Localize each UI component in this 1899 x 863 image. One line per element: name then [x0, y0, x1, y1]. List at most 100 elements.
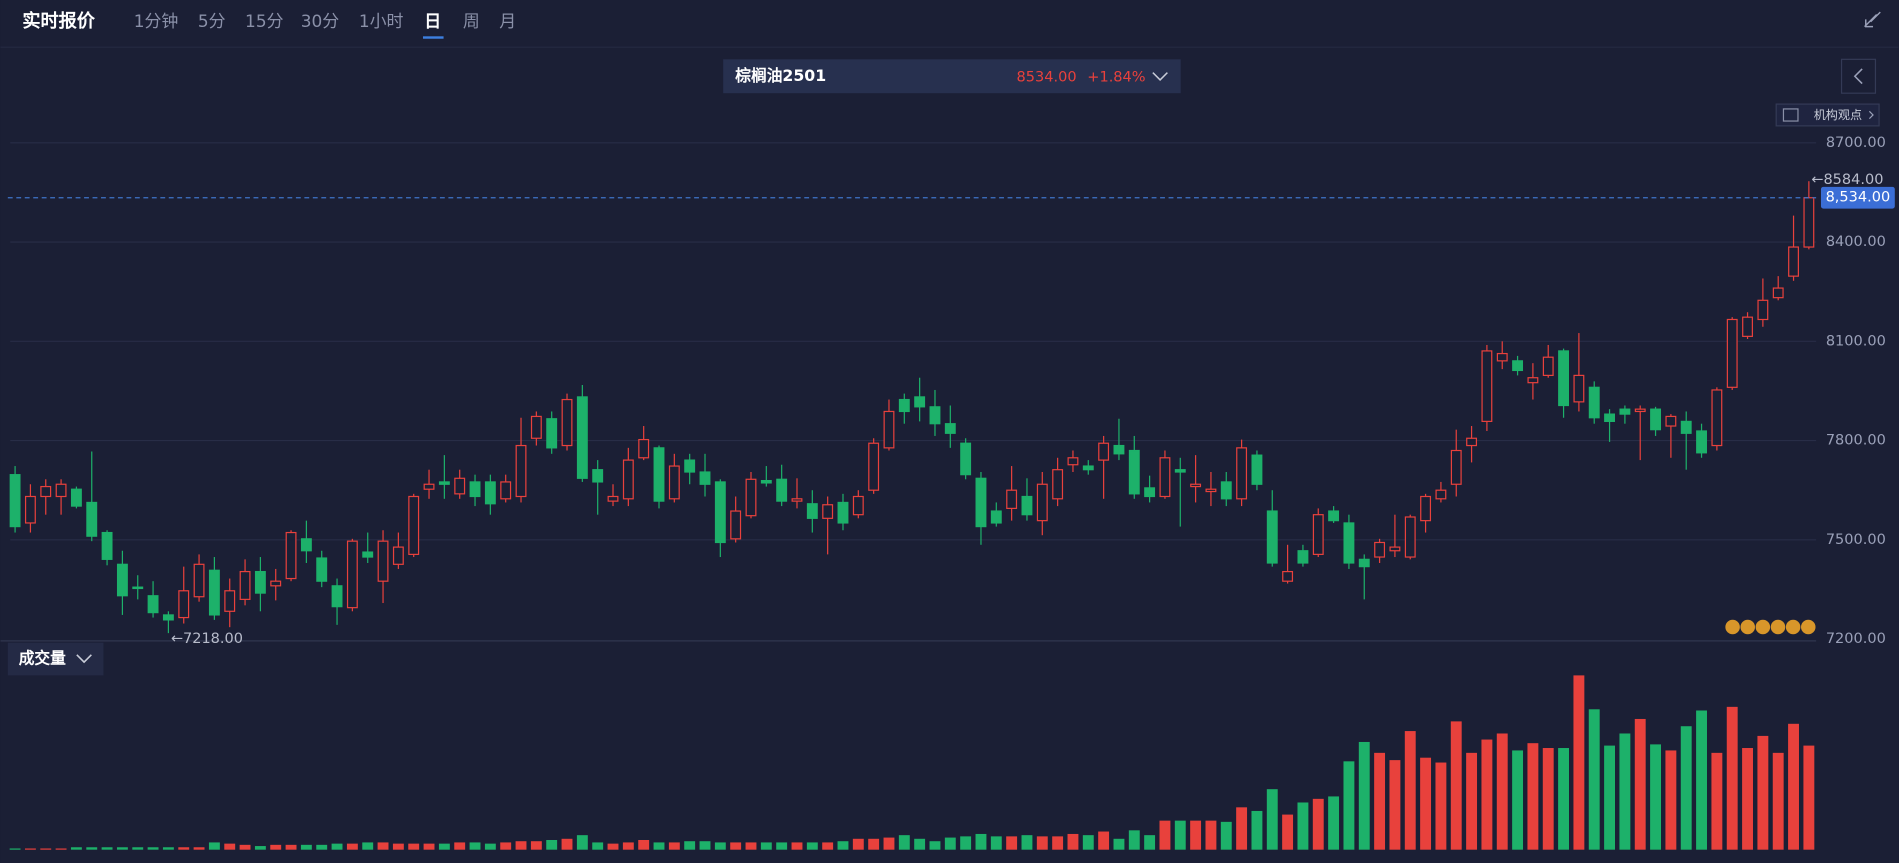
tab[interactable]: 30分: [301, 11, 340, 31]
collapse-icon[interactable]: [1864, 11, 1881, 28]
candle-body: [1312, 514, 1324, 555]
price-change: +1.84%: [1087, 69, 1145, 85]
candle-body: [1435, 489, 1447, 500]
candle-body: [1144, 487, 1156, 498]
candle-body: [208, 569, 220, 616]
tab[interactable]: 日: [424, 11, 441, 31]
volume-bar: [1159, 820, 1171, 850]
tab[interactable]: 周: [463, 11, 480, 31]
candle-body: [1542, 356, 1554, 377]
candle-body: [530, 415, 542, 439]
last-price-badge: [1820, 186, 1895, 209]
candle-body: [684, 459, 696, 473]
candle-body: [791, 498, 803, 502]
volume-bar: [408, 843, 420, 850]
volume-bar: [1420, 757, 1432, 850]
volume-bar: [1772, 752, 1784, 850]
low-annotation: ←7218.00: [171, 631, 243, 647]
tab-bar: 1分钟 5分 15分 30分 1小时日 周月: [134, 11, 516, 39]
tab[interactable]: 15分: [245, 11, 284, 31]
volume-bar: [1113, 838, 1125, 850]
volume-bar: [70, 847, 82, 850]
candle-body: [362, 551, 374, 558]
volume-bar: [1435, 762, 1447, 850]
volume-bar: [1052, 836, 1064, 850]
volume-bar: [1512, 750, 1524, 850]
volume-bar: [530, 841, 542, 850]
volume-bar: [254, 846, 266, 850]
volume-bar: [929, 841, 941, 850]
volume-bar: [576, 835, 588, 850]
side-toggle[interactable]: [1840, 58, 1877, 94]
volume-bar: [331, 843, 343, 850]
candle-body: [1726, 318, 1738, 388]
volume-bar: [1450, 721, 1462, 850]
y-tick-label: 8100.00: [1826, 333, 1886, 349]
volume-bar: [944, 837, 956, 850]
volume-bar: [837, 841, 849, 850]
candle-body: [1665, 415, 1677, 427]
volume-bar: [852, 838, 864, 850]
opinion-icon: [1782, 108, 1799, 122]
candle-body: [730, 510, 742, 540]
candle-body: [1343, 522, 1355, 564]
volume-bar: [1757, 735, 1769, 850]
candle-body: [24, 495, 36, 524]
quote-header[interactable]: [723, 59, 1181, 94]
candle-body: [1389, 546, 1401, 552]
volume-bar: [960, 836, 972, 850]
volume-bar: [1588, 709, 1600, 850]
candle-body: [806, 503, 818, 519]
volume-bar: [1619, 733, 1631, 850]
tab[interactable]: 1小时: [359, 11, 404, 31]
volume-bar: [285, 844, 297, 850]
candle-body: [990, 510, 1002, 524]
volume-bar: [1205, 820, 1217, 850]
volume-bar: [1650, 744, 1662, 850]
volume-bar: [1711, 752, 1723, 850]
candle-body: [822, 504, 834, 519]
volume-bar: [1297, 802, 1309, 850]
volume-bar: [9, 848, 21, 850]
candle-body: [1220, 481, 1232, 500]
candle-body: [1282, 570, 1294, 582]
volume-bar: [484, 843, 496, 850]
volume-bar: [1803, 745, 1815, 850]
candle-body: [653, 447, 665, 502]
tab[interactable]: 1分钟: [134, 11, 179, 31]
candle-body: [714, 481, 726, 544]
candle-body: [408, 495, 420, 555]
candle-body: [1696, 430, 1707, 454]
opinion-label: 机构观点: [1814, 107, 1862, 122]
candle-body: [1420, 495, 1432, 522]
rating-stars: [1725, 619, 1816, 635]
volume-bar: [1726, 706, 1738, 850]
volume-bar: [546, 840, 558, 850]
candle-body: [193, 563, 205, 598]
volume-bar: [454, 842, 466, 850]
candle-body: [1159, 457, 1171, 498]
candle-body: [1803, 197, 1815, 248]
volume-bar: [1036, 836, 1048, 850]
candle-body: [944, 423, 956, 434]
tab-title: 实时报价: [22, 10, 95, 32]
volume-bar: [362, 842, 374, 850]
volume-bar: [1680, 726, 1692, 850]
opinion-button[interactable]: [1775, 103, 1880, 127]
volume-bar: [162, 847, 174, 850]
candle-body: [760, 480, 772, 484]
tab[interactable]: 5分: [198, 11, 226, 31]
volume-bar: [101, 847, 113, 850]
candle-body: [423, 483, 435, 490]
volume-bar: [1021, 835, 1033, 850]
tab[interactable]: 月: [499, 11, 516, 31]
candle-body: [1174, 469, 1186, 473]
candle-body: [101, 531, 113, 560]
candle-body: [1588, 386, 1600, 419]
candle-body: [1251, 454, 1263, 485]
candle-body: [1190, 483, 1202, 488]
volume-bar: [208, 842, 220, 850]
contract-name: 棕榈油2501: [735, 66, 826, 85]
dropdown-icon: [1152, 72, 1168, 81]
candle-body: [392, 546, 404, 565]
